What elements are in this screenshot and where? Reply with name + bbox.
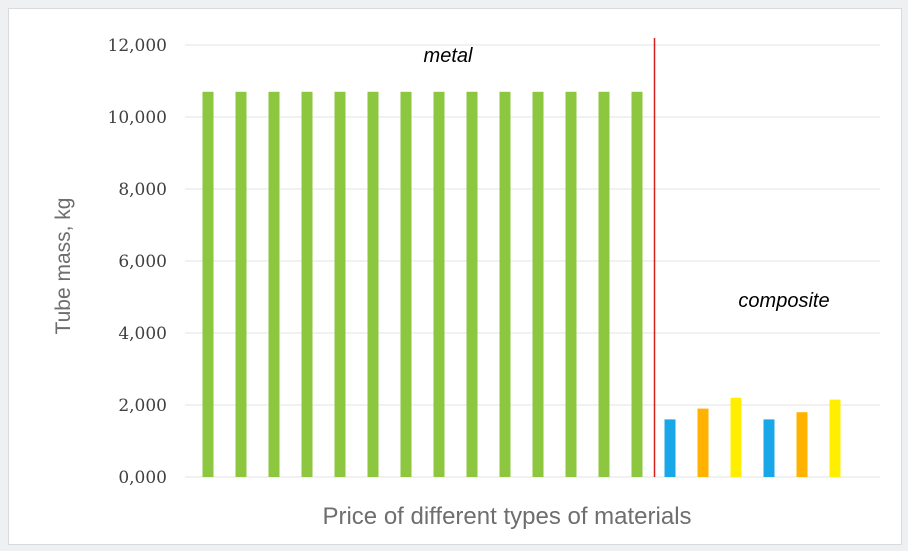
y-tick-label: 4,000	[118, 324, 167, 344]
annotation-metal: metal	[424, 45, 473, 67]
chart-frame	[8, 8, 902, 545]
bar	[664, 419, 676, 477]
bar	[796, 412, 808, 477]
y-tick-label: 8,000	[118, 180, 167, 200]
bar	[466, 91, 478, 478]
x-axis-label: Price of different types of materials	[322, 503, 691, 530]
bar	[730, 397, 742, 477]
annotation-composite: composite	[738, 290, 829, 312]
bars	[202, 91, 841, 478]
y-axis-label: Tube mass, kg	[52, 198, 75, 335]
y-tick-labels: 0,000 2,000 4,000 6,000 8,000 10,000 12,000	[108, 36, 167, 488]
bar	[400, 91, 412, 478]
y-tick-label: 2,000	[118, 396, 167, 416]
bar	[202, 91, 214, 478]
bar	[598, 91, 610, 478]
bar	[532, 91, 544, 478]
bar	[829, 399, 841, 477]
bar	[268, 91, 280, 478]
bar	[763, 419, 775, 477]
y-tick-label: 12,000	[108, 36, 167, 56]
bar	[433, 91, 445, 478]
bar	[301, 91, 313, 478]
bar	[334, 91, 346, 478]
y-tick-label: 0,000	[118, 468, 167, 488]
bar	[697, 408, 709, 477]
bar	[631, 91, 643, 478]
y-tick-label: 6,000	[118, 252, 167, 272]
bar	[565, 91, 577, 478]
bar	[235, 91, 247, 478]
bar	[367, 91, 379, 478]
y-tick-label: 10,000	[108, 108, 167, 128]
bar	[499, 91, 511, 478]
